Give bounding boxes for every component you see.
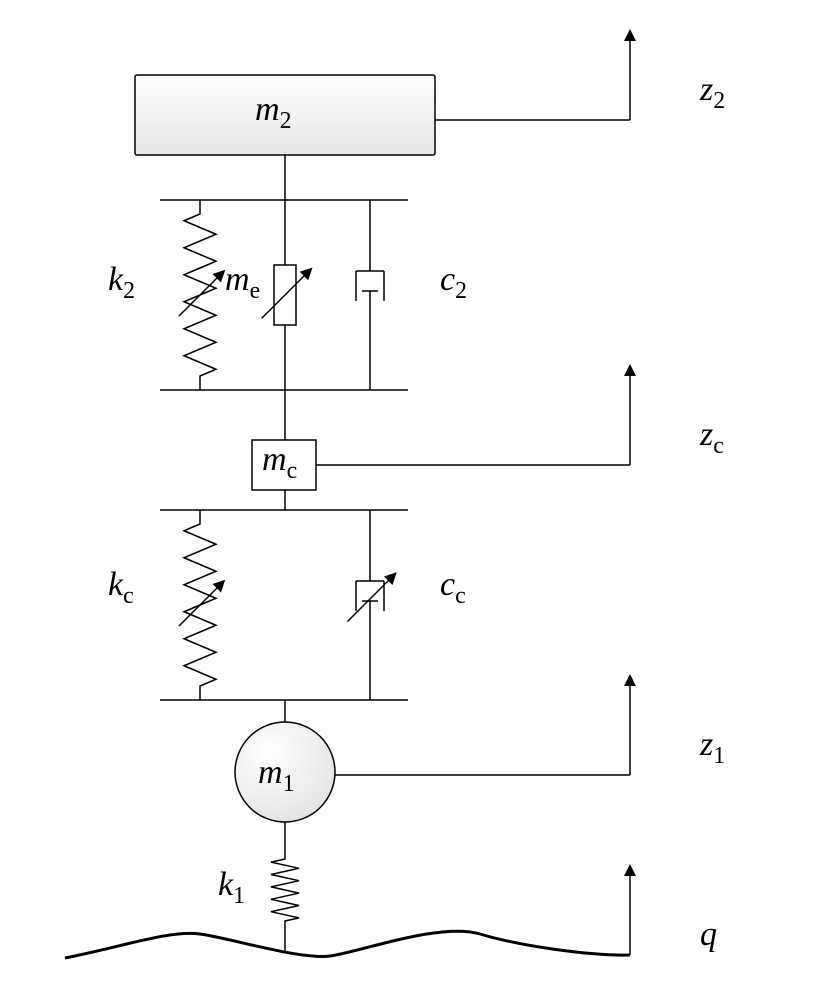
label-z2: z2 [700, 71, 725, 115]
label-c2: c2 [440, 261, 467, 305]
label-mc: mc [262, 441, 297, 485]
label-zc: zc [700, 416, 724, 460]
label-z1: z1 [700, 726, 725, 770]
label-q: q [700, 916, 717, 954]
label-k2: k2 [108, 261, 135, 305]
label-m2: m2 [255, 91, 291, 135]
diagram-stage: z2 zc z1 q m2 mc m1 me k2 c2 kc cc k1 [0, 0, 821, 1000]
label-k1: k1 [218, 866, 245, 910]
label-me: me [225, 261, 260, 305]
label-kc: kc [108, 566, 134, 610]
label-cc: cc [440, 566, 466, 610]
label-m1: m1 [258, 754, 294, 798]
diagram-svg [0, 0, 821, 1000]
